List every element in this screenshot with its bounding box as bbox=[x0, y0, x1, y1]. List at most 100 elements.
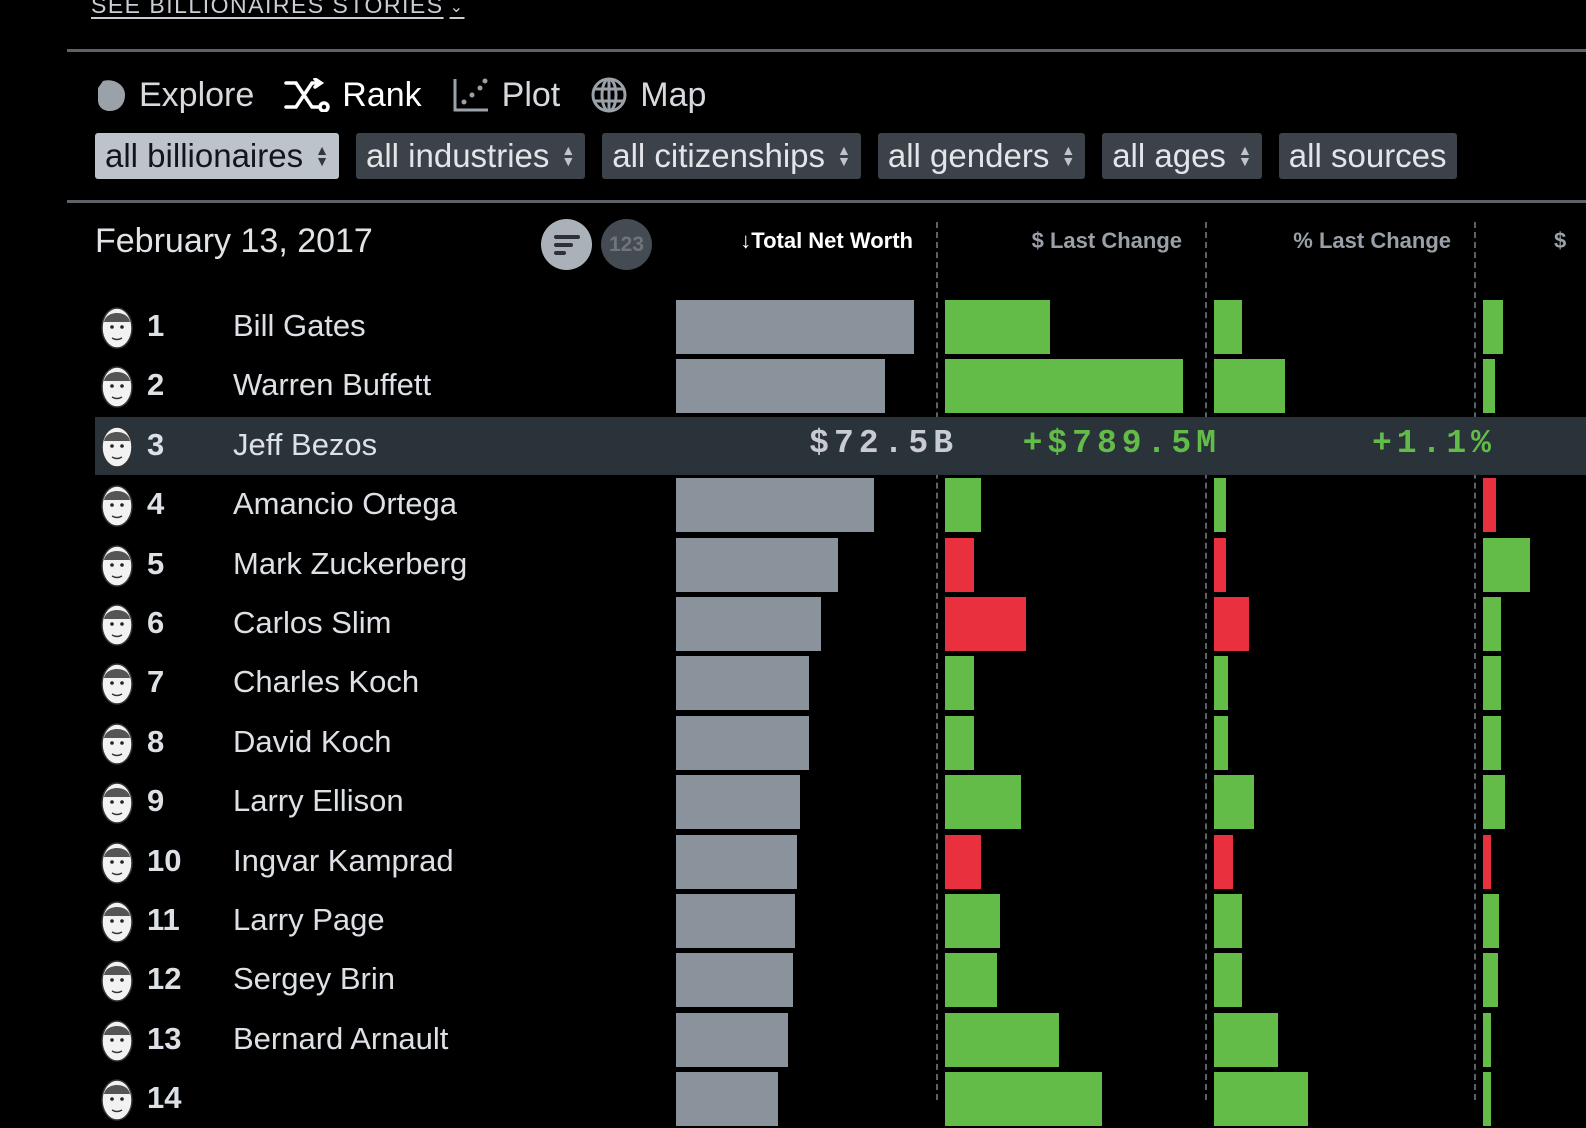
col-percent-last-change[interactable]: % Last Change bbox=[1293, 228, 1451, 253]
dollar-change-bar bbox=[945, 597, 1026, 651]
net-worth-bar bbox=[676, 894, 795, 948]
col-dollar-last-change[interactable]: $ Last Change bbox=[1031, 228, 1182, 253]
net-worth-bar bbox=[676, 835, 797, 889]
filter-genders-select[interactable]: all genders ▲ ▼ bbox=[877, 133, 1086, 179]
billionaire-name[interactable]: Ingvar Kamprad bbox=[233, 843, 454, 878]
percent-change-bar bbox=[1214, 716, 1228, 770]
avatar bbox=[101, 782, 133, 824]
table-row[interactable]: 2 Warren Buffett bbox=[95, 357, 1586, 415]
billionaire-name[interactable]: Jeff Bezos bbox=[233, 427, 378, 462]
billionaire-name[interactable]: Charles Koch bbox=[233, 664, 420, 699]
billionaire-name[interactable]: Warren Buffett bbox=[233, 367, 432, 402]
table-row[interactable]: 13 Bernard Arnault bbox=[95, 1011, 1586, 1069]
percent-change-bar bbox=[1214, 835, 1233, 889]
dollar-change-bar bbox=[945, 300, 1050, 354]
rank-number: 6 bbox=[147, 605, 165, 640]
table-row[interactable]: 8 David Koch bbox=[95, 714, 1586, 772]
extra-change-bar bbox=[1483, 894, 1499, 948]
billionaire-name[interactable]: David Koch bbox=[233, 724, 392, 759]
filter-ages-select[interactable]: all ages ▲ ▼ bbox=[1102, 133, 1262, 179]
avatar bbox=[101, 604, 133, 646]
rank-number: 7 bbox=[147, 664, 165, 699]
sort-view-toggle[interactable] bbox=[541, 219, 592, 270]
table-row[interactable]: 3 Jeff Bezos $72.5B +$789.5M +1.1% bbox=[95, 417, 1586, 475]
billionaire-name[interactable]: Larry Page bbox=[233, 902, 385, 937]
extra-change-bar bbox=[1483, 597, 1501, 651]
extra-change-bar bbox=[1483, 1013, 1491, 1067]
table-row[interactable]: 12 Sergey Brin bbox=[95, 951, 1586, 1009]
avatar bbox=[101, 663, 133, 705]
percent-change-bar bbox=[1214, 1072, 1308, 1126]
billionaire-name[interactable]: Carlos Slim bbox=[233, 605, 392, 640]
table-row[interactable]: 6 Carlos Slim bbox=[95, 595, 1586, 653]
table-row[interactable]: 7 Charles Koch bbox=[95, 654, 1586, 712]
col-total-net-worth[interactable]: ↓Total Net Worth bbox=[740, 228, 913, 253]
filter-citizenships-select[interactable]: all citizenships ▲ ▼ bbox=[602, 133, 861, 179]
extra-change-bar bbox=[1483, 656, 1501, 710]
select-arrows-icon: ▲ ▼ bbox=[315, 142, 329, 169]
extra-change-bar bbox=[1483, 300, 1503, 354]
billionaire-name[interactable]: Amancio Ortega bbox=[233, 486, 457, 521]
billionaire-name[interactable]: Mark Zuckerberg bbox=[233, 546, 468, 581]
rank-number: 13 bbox=[147, 1021, 182, 1056]
rank-number: 12 bbox=[147, 961, 182, 996]
percent-change-bar bbox=[1214, 597, 1249, 651]
billionaire-name[interactable]: Larry Ellison bbox=[233, 783, 404, 818]
net-worth-bar bbox=[676, 1013, 788, 1067]
filter-sources-select[interactable]: all sources bbox=[1278, 133, 1457, 179]
percent-change-value: +1.1% bbox=[1371, 425, 1496, 462]
avatar bbox=[101, 1020, 133, 1062]
rank-number: 2 bbox=[147, 367, 165, 402]
extra-change-bar bbox=[1483, 1072, 1491, 1126]
view-nav: Explore Rank Plot Map bbox=[95, 70, 736, 120]
sort-bars-icon bbox=[553, 234, 580, 255]
avatar bbox=[101, 842, 133, 884]
table-row[interactable]: 14 bbox=[95, 1070, 1586, 1128]
filter-bar: all billionaires ▲ ▼ all industries ▲ ▼ al… bbox=[95, 133, 1474, 179]
table-row[interactable]: 4 Amancio Ortega bbox=[95, 476, 1586, 534]
col-dollar-partial[interactable]: $ bbox=[1554, 228, 1567, 253]
table-row[interactable]: 9 Larry Ellison bbox=[95, 773, 1586, 831]
nav-plot-label: Plot bbox=[501, 75, 561, 114]
nav-explore-label: Explore bbox=[139, 75, 255, 114]
dollar-change-bar bbox=[945, 1072, 1102, 1126]
dollar-change-bar bbox=[945, 775, 1021, 829]
billionaire-name[interactable]: Sergey Brin bbox=[233, 961, 395, 996]
nav-rank-label: Rank bbox=[342, 75, 422, 114]
billionaire-name[interactable]: Bill Gates bbox=[233, 308, 366, 343]
extra-change-bar bbox=[1483, 359, 1495, 413]
extra-change-bar bbox=[1483, 538, 1530, 592]
number-view-toggle[interactable]: 123 bbox=[601, 219, 652, 270]
net-worth-bar bbox=[676, 656, 809, 710]
table-row[interactable]: 10 Ingvar Kamprad bbox=[95, 833, 1586, 891]
avatar bbox=[101, 723, 133, 765]
table-row[interactable]: 5 Mark Zuckerberg bbox=[95, 536, 1586, 594]
rank-number: 9 bbox=[147, 783, 165, 818]
number-toggle-label: 123 bbox=[608, 232, 645, 256]
table-row[interactable]: 1 Bill Gates bbox=[95, 298, 1586, 356]
net-worth-bar bbox=[676, 953, 793, 1007]
nav-explore[interactable]: Explore bbox=[95, 76, 254, 115]
globe-icon bbox=[590, 76, 628, 114]
chevron-down-icon: ⌄ bbox=[449, 0, 465, 16]
nav-rank[interactable]: Rank bbox=[284, 75, 422, 115]
net-worth-bar bbox=[676, 1072, 778, 1126]
explore-icon bbox=[95, 78, 127, 112]
rank-number: 11 bbox=[147, 902, 180, 937]
table-row[interactable]: 11 Larry Page bbox=[95, 892, 1586, 950]
rank-number: 3 bbox=[147, 427, 165, 462]
dollar-change-bar bbox=[945, 835, 981, 889]
filter-billionaires-label: all billionaires bbox=[105, 137, 304, 174]
filter-billionaires-select[interactable]: all billionaires ▲ ▼ bbox=[95, 133, 339, 179]
nav-map[interactable]: Map bbox=[590, 76, 706, 115]
see-billionaires-stories-link[interactable]: SEE BILLIONAIRES STORIES ⌄ bbox=[91, 0, 464, 19]
filter-industries-select[interactable]: all industries ▲ ▼ bbox=[355, 133, 586, 179]
net-worth-bar bbox=[676, 538, 838, 592]
net-worth-bar bbox=[676, 478, 874, 532]
filter-citizenships-label: all citizenships bbox=[612, 137, 826, 174]
billionaire-name[interactable]: Bernard Arnault bbox=[233, 1021, 449, 1056]
extra-change-bar bbox=[1483, 953, 1498, 1007]
nav-plot[interactable]: Plot bbox=[452, 75, 561, 115]
avatar bbox=[101, 307, 133, 349]
net-worth-bar bbox=[676, 359, 885, 413]
